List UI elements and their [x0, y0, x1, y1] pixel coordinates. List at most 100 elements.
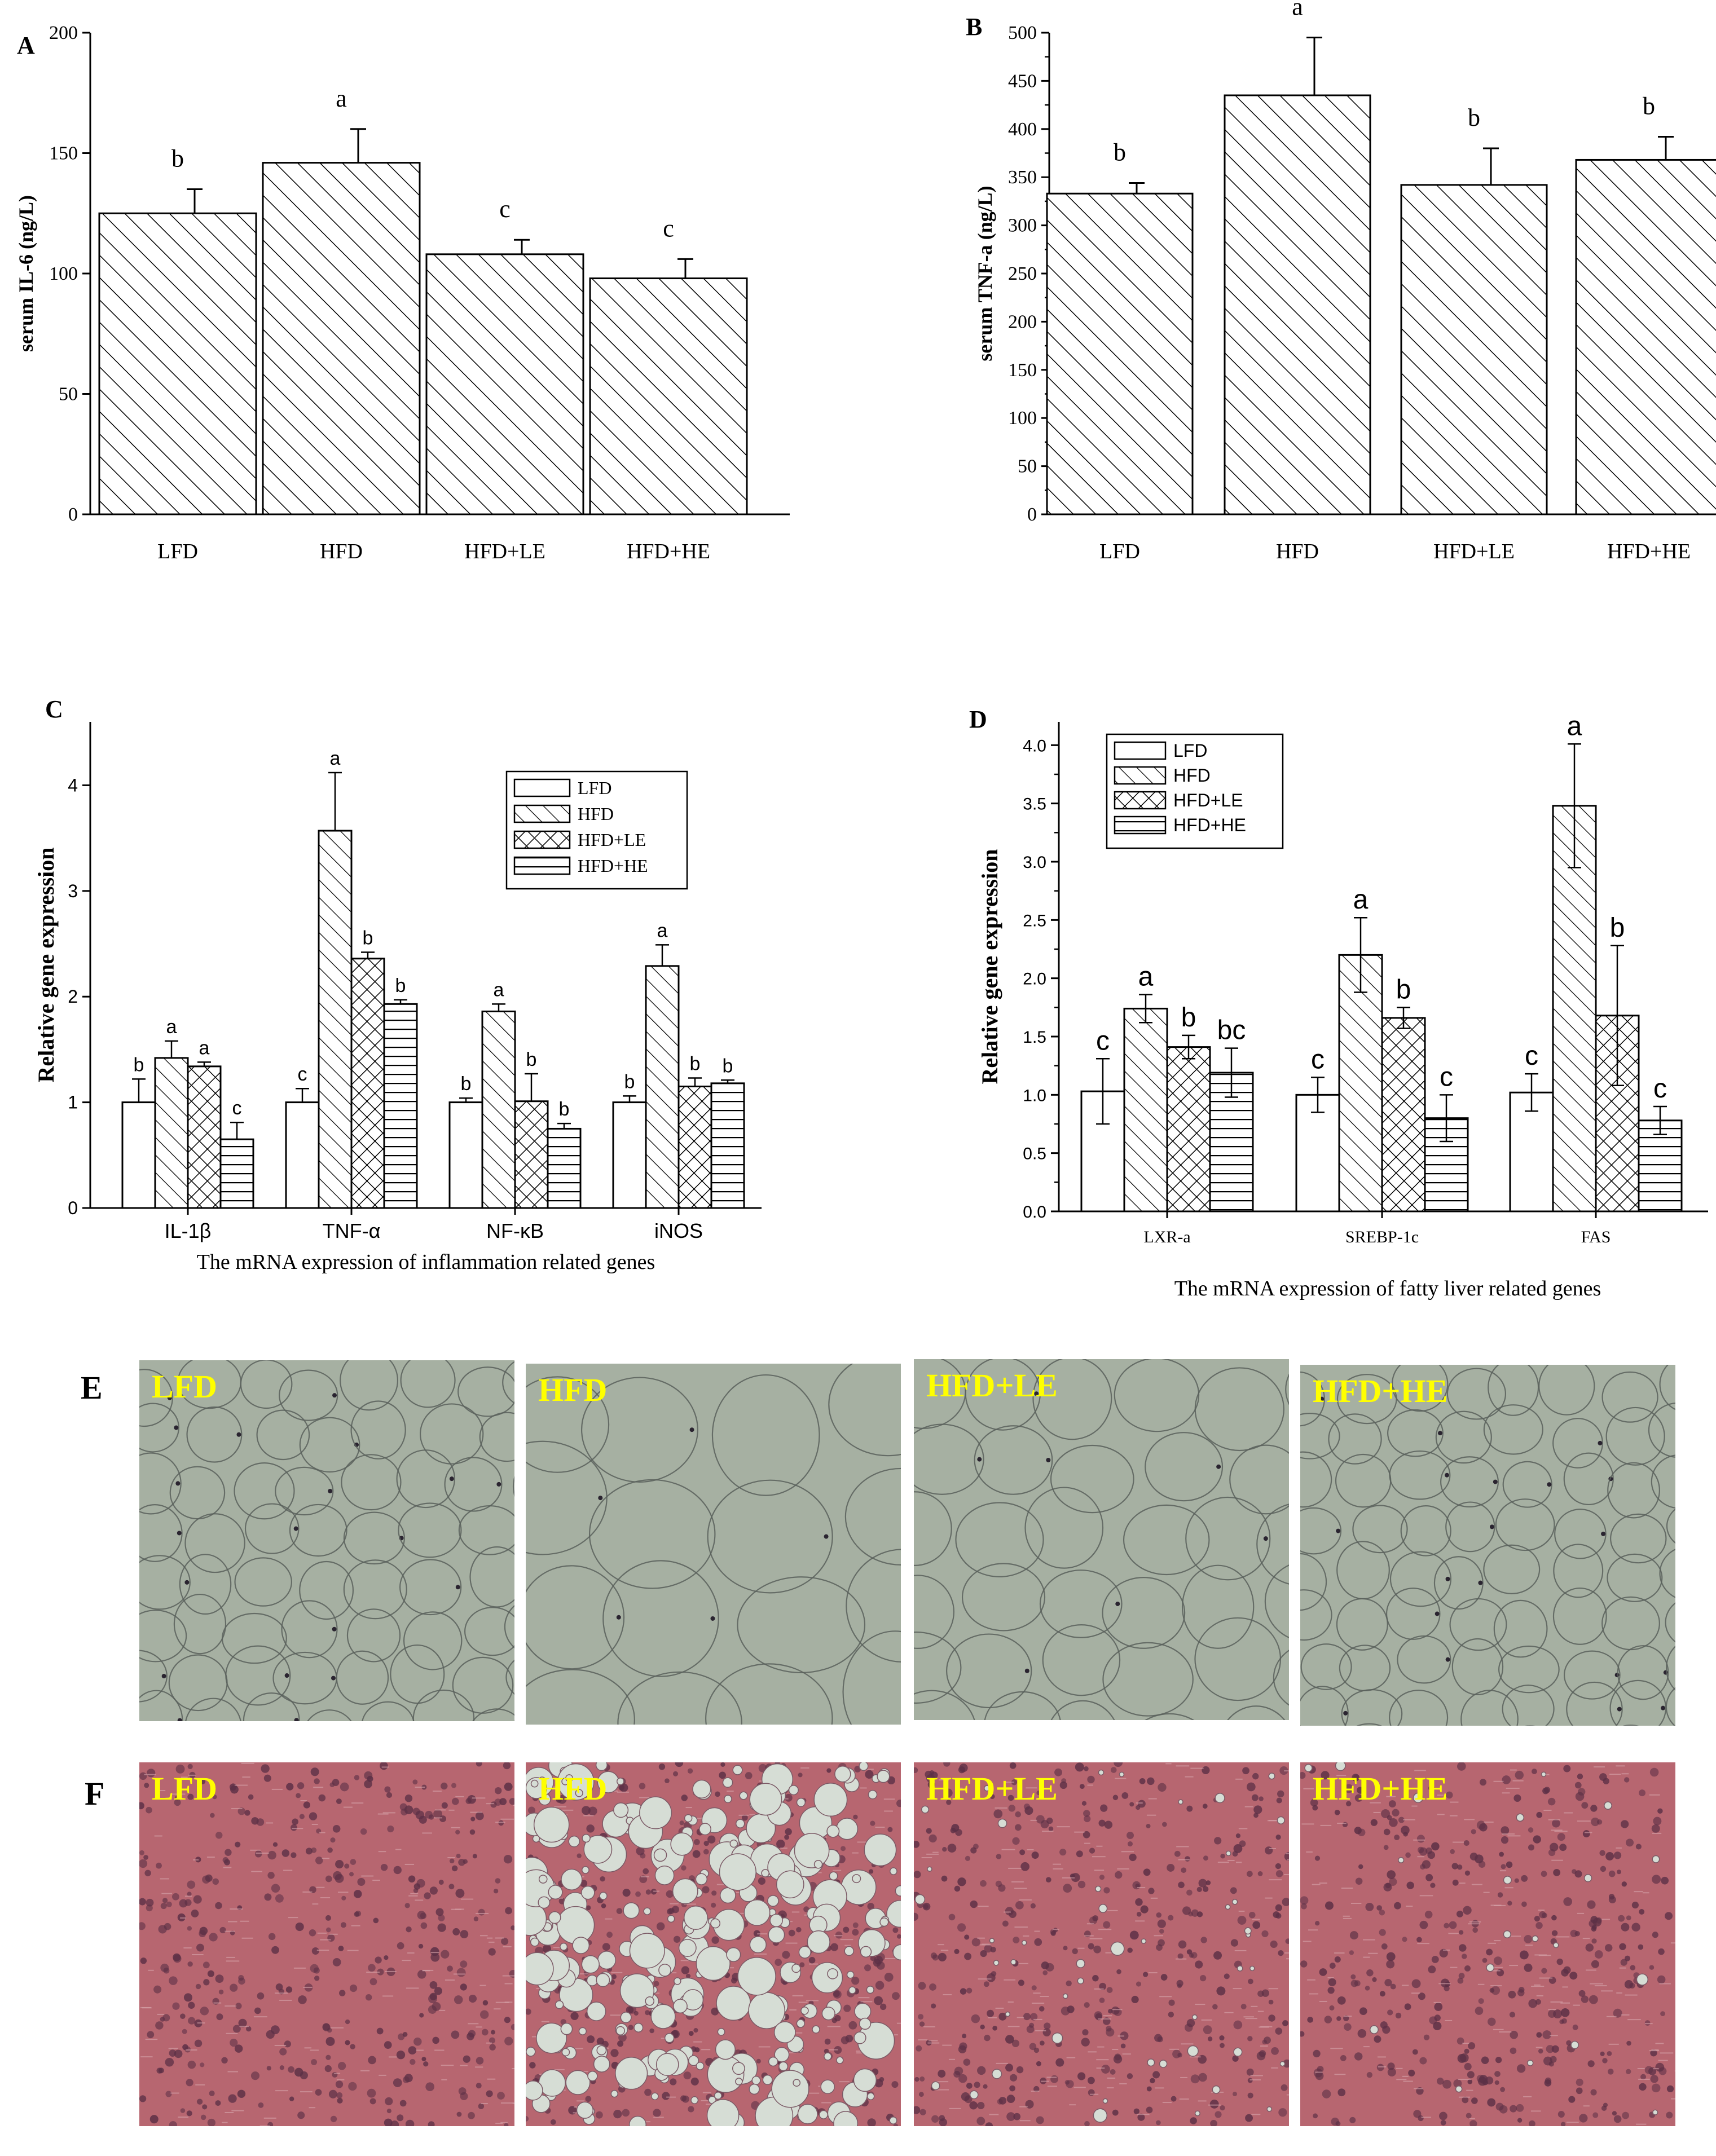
sinusoid-streak: [461, 1898, 474, 1900]
sinusoid-streak: [1320, 1824, 1332, 1826]
significance-letter: a: [494, 979, 504, 1000]
adipocyte-cell: [955, 1502, 1044, 1577]
sinusoid-streak: [1538, 1910, 1545, 1911]
adipocyte-cell: [400, 1360, 456, 1408]
hepatocyte-nucleus: [1462, 2096, 1469, 2104]
bar: [1338, 954, 1383, 1213]
hepatocyte-nucleus: [377, 1968, 384, 1976]
sinusoid-streak: [1244, 1806, 1253, 1807]
hepatocyte-nucleus: [1083, 1810, 1090, 1817]
sinusoid-streak: [1609, 1774, 1621, 1775]
sinusoid-streak: [827, 2026, 841, 2027]
lipid-droplet: [565, 1774, 573, 1782]
sinusoid-streak: [263, 2117, 276, 2119]
hepatocyte-nucleus: [1277, 1790, 1284, 1798]
hepatocyte-nucleus: [1430, 1882, 1436, 1888]
lipid-droplet: [595, 1762, 608, 1771]
hepatocyte-nucleus: [481, 2029, 489, 2036]
sinusoid-streak: [942, 2044, 952, 2046]
hepatocyte-nucleus: [1516, 2104, 1524, 2112]
lipid-droplet: [597, 1951, 617, 1970]
adipocyte-cell: [289, 1504, 347, 1557]
lipid-droplet: [732, 1765, 743, 1775]
hepatocyte-nucleus: [1030, 1903, 1036, 1909]
hepatocyte-nucleus: [962, 2034, 967, 2039]
sinusoid-streak: [259, 2125, 270, 2126]
adipocyte-cell: [526, 1669, 635, 1725]
adipocyte-cell: [1050, 1700, 1115, 1720]
hepatocyte-nucleus: [292, 1818, 298, 1825]
hepatocyte-nucleus: [1172, 2049, 1181, 2058]
hepatocyte-nucleus: [438, 1914, 445, 1921]
hepatocyte-nucleus: [796, 1927, 802, 1933]
hepatocyte-nucleus: [1582, 1830, 1590, 1838]
sinusoid-streak: [1047, 2086, 1057, 2087]
lipid-droplet: [1541, 1771, 1547, 1777]
hepatocyte-nucleus: [1513, 1794, 1521, 1802]
adipocyte-cell: [1502, 1461, 1552, 1508]
hepatocyte-nucleus: [230, 1983, 238, 1992]
hepatocyte-nucleus: [1278, 2108, 1287, 2117]
lipid-droplet: [1532, 1935, 1539, 1942]
sinusoid-streak: [1601, 1990, 1613, 1992]
sinusoid-streak: [415, 1787, 425, 1788]
sinusoid-streak: [936, 2089, 949, 2091]
hepatocyte-nucleus: [1458, 1973, 1465, 1979]
hepatocyte-nucleus: [1622, 2111, 1629, 2119]
sinusoid-streak: [1034, 1930, 1040, 1932]
sinusoid-streak: [460, 2065, 468, 2066]
hepatocyte-nucleus: [451, 1865, 458, 1872]
significance-letter: b: [171, 145, 184, 173]
adipocyte-cell: [974, 1425, 1053, 1495]
sinusoid-streak: [1084, 1935, 1094, 1937]
lipid-droplet: [798, 1946, 811, 1959]
hepatocyte-nucleus: [187, 1961, 193, 1967]
sinusoid-streak: [256, 1852, 270, 1854]
sinusoid-streak: [1616, 1847, 1622, 1849]
hepatocyte-nucleus: [958, 2074, 967, 2083]
nucleus-dot: [1489, 1524, 1494, 1529]
lipid-droplet: [582, 1833, 591, 1843]
lipid-droplet: [530, 1779, 539, 1788]
hepatocyte-nucleus: [1110, 2069, 1116, 2075]
y-tick-label: 1.0: [1023, 1086, 1046, 1105]
hepatocyte-nucleus: [393, 2078, 402, 2087]
lipid-droplet: [768, 2056, 778, 2067]
hepatocyte-nucleus: [1101, 2065, 1110, 2074]
lipid-droplet: [931, 2081, 940, 2091]
hepatocyte-nucleus: [279, 2065, 285, 2070]
sinusoid-streak: [239, 2026, 249, 2027]
hepatocyte-nucleus: [196, 1943, 204, 1952]
hepatocyte-nucleus: [987, 2009, 995, 2017]
sinusoid-streak: [242, 1776, 250, 1778]
nucleus-dot: [1445, 1576, 1450, 1581]
sinusoid-streak: [1551, 1859, 1563, 1861]
hepatocyte-nucleus: [1358, 1864, 1363, 1870]
adipocyte-cell: [737, 1576, 866, 1674]
bar: [219, 1138, 254, 1209]
adipocyte-cell: [281, 1600, 338, 1659]
hepatocyte-nucleus: [1388, 1800, 1396, 1808]
adipocyte-cell: [1538, 1365, 1595, 1416]
adipocyte-cell: [526, 1376, 610, 1473]
sinusoid-streak: [577, 2100, 585, 2102]
hepatocyte-nucleus: [1649, 1965, 1655, 1970]
sinusoid-streak: [448, 1809, 455, 1811]
hepatocyte-nucleus: [344, 1863, 350, 1869]
adipocyte-cell: [1665, 1687, 1675, 1726]
sinusoid-streak: [502, 1975, 514, 1977]
hepatocyte-nucleus: [1159, 1929, 1164, 1934]
adipocyte-cell: [1102, 1642, 1194, 1717]
sinusoid-streak: [1506, 1787, 1520, 1789]
hepatocyte-nucleus: [1300, 1960, 1308, 1968]
sinusoid-streak: [1468, 1923, 1480, 1925]
x-tick-label: HFD+LE: [464, 540, 545, 563]
sinusoid-streak: [230, 1908, 243, 1910]
significance-letter: b: [526, 1049, 537, 1070]
hepatocyte-nucleus: [325, 1915, 331, 1921]
hepatocyte-nucleus: [1515, 1770, 1524, 1780]
hepatocyte-nucleus: [215, 1974, 224, 1983]
hepatocyte-nucleus: [1106, 2026, 1112, 2032]
hepatocyte-nucleus: [267, 1850, 276, 1860]
adipocyte-cell: [1607, 1553, 1663, 1602]
